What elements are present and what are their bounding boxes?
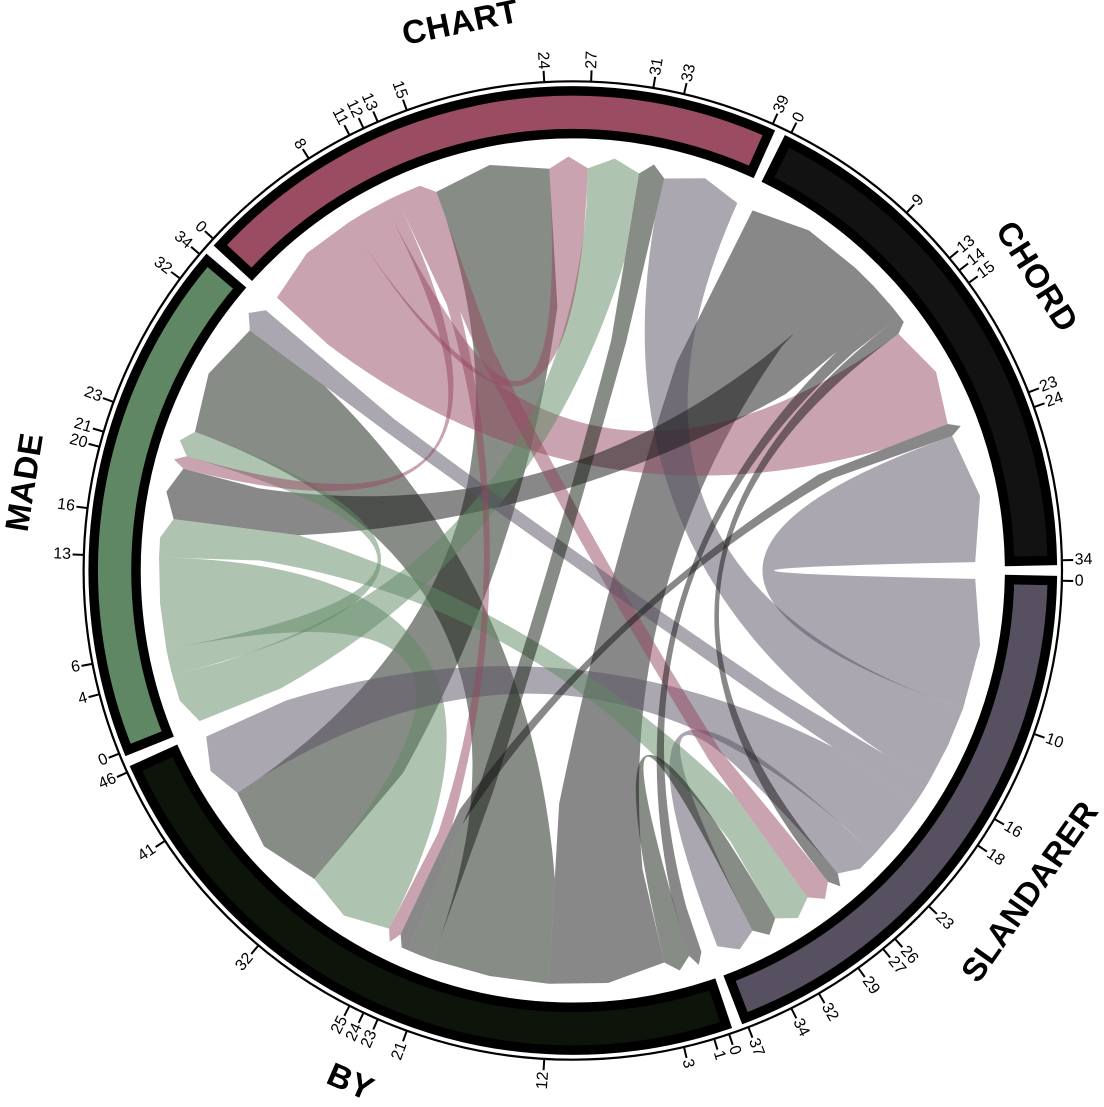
svg-text:12: 12 xyxy=(534,1071,552,1090)
svg-text:27: 27 xyxy=(583,51,601,70)
svg-text:34: 34 xyxy=(1075,551,1093,568)
svg-text:31: 31 xyxy=(647,56,667,76)
svg-text:0: 0 xyxy=(1075,573,1084,590)
svg-text:13: 13 xyxy=(53,545,71,563)
svg-text:16: 16 xyxy=(56,496,76,515)
svg-text:24: 24 xyxy=(534,51,552,70)
